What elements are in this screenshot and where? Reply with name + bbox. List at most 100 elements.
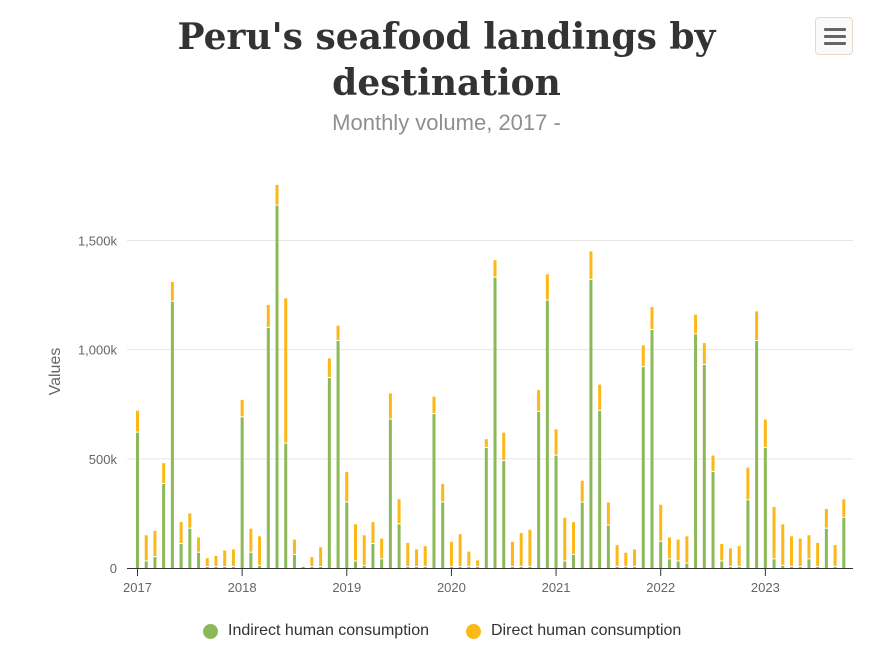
bar-indirect <box>266 327 270 568</box>
bar-indirect <box>781 565 785 568</box>
bar-indirect <box>833 566 837 568</box>
bar-direct <box>641 345 645 367</box>
bar-indirect <box>510 566 514 568</box>
bar-indirect <box>772 559 776 568</box>
bar-indirect <box>458 566 462 568</box>
bar-indirect <box>345 502 349 568</box>
bar-direct <box>406 542 410 566</box>
bar-direct <box>598 384 602 410</box>
bar-indirect <box>746 500 750 568</box>
bar-indirect <box>484 447 488 568</box>
bar-direct <box>737 546 741 566</box>
bar-direct <box>572 522 575 554</box>
bar-direct <box>144 535 148 561</box>
bar-indirect <box>188 528 192 568</box>
bar-direct <box>476 560 480 566</box>
bar-indirect <box>214 566 218 568</box>
y-tick-label: 1,000k <box>78 343 118 358</box>
bar-direct <box>179 522 183 543</box>
bar-indirect <box>397 524 401 568</box>
bar-indirect <box>763 447 767 568</box>
bar-indirect <box>790 566 793 568</box>
bar-indirect <box>563 561 567 568</box>
bar-indirect <box>545 300 549 568</box>
bar-direct <box>537 390 541 411</box>
bar-indirect <box>676 561 680 568</box>
bar-direct <box>563 517 567 561</box>
legend-item-indirect[interactable]: Indirect human consumption <box>203 622 429 640</box>
bar-indirect <box>589 279 593 568</box>
chart-menu-button[interactable] <box>815 17 853 55</box>
x-tick-label: 2018 <box>228 580 257 595</box>
bar-indirect <box>197 552 201 568</box>
bar-indirect <box>153 557 157 568</box>
bar-direct <box>449 541 453 566</box>
bar-direct <box>510 541 514 566</box>
bar-direct <box>336 325 340 340</box>
legend-dot-indirect <box>203 623 218 639</box>
bar-indirect <box>685 563 689 568</box>
bar-direct <box>345 471 349 502</box>
bar-direct <box>327 358 331 378</box>
bar-indirect <box>807 559 811 568</box>
bar-indirect <box>240 417 244 568</box>
legend-label-indirect: Indirect human consumption <box>228 622 429 639</box>
bar-direct <box>423 546 427 566</box>
legend-item-direct[interactable]: Direct human consumption <box>466 622 681 640</box>
bar-direct <box>790 536 793 566</box>
bar-direct <box>528 529 532 566</box>
bar-direct <box>136 410 139 432</box>
bar-indirect <box>284 443 288 568</box>
chart-subtitle: Monthly volume, 2017 - <box>332 110 561 135</box>
bar-indirect <box>711 471 715 568</box>
bar-direct <box>310 557 314 566</box>
bar-direct <box>197 537 201 552</box>
legend-label-direct: Direct human consumption <box>491 622 682 639</box>
bar-direct <box>676 539 680 561</box>
bar-indirect <box>179 543 183 568</box>
bar-indirect <box>606 525 610 568</box>
bar-indirect <box>842 517 846 568</box>
bar-direct <box>580 480 584 502</box>
bar-direct <box>685 536 689 563</box>
bar-indirect <box>449 566 453 568</box>
bar-direct <box>816 542 820 566</box>
hamburger-menu-icon <box>824 28 846 31</box>
bar-direct <box>589 251 593 279</box>
hamburger-menu-icon <box>824 42 846 45</box>
bar-indirect <box>720 561 724 568</box>
bar-direct <box>249 528 253 552</box>
bar-direct <box>205 558 209 566</box>
bar-indirect <box>737 566 741 568</box>
bar-direct <box>659 504 663 541</box>
bar-direct <box>397 499 401 524</box>
bar-indirect <box>144 561 148 568</box>
bar-direct <box>266 304 270 327</box>
bar-direct <box>606 502 610 525</box>
bar-direct <box>615 545 619 566</box>
bar-indirect <box>371 543 375 568</box>
bar-indirect <box>415 566 419 568</box>
bar-indirect <box>624 566 628 568</box>
bar-direct <box>728 548 732 566</box>
bar-direct <box>214 555 218 566</box>
bar-direct <box>170 281 174 301</box>
bar-direct <box>624 552 628 566</box>
bar-direct <box>284 298 288 443</box>
bar-direct <box>746 467 750 500</box>
bar-direct <box>319 547 323 566</box>
bar-indirect <box>162 483 166 568</box>
x-tick-label: 2022 <box>646 580 675 595</box>
bar-indirect <box>798 566 802 568</box>
bar-indirect <box>641 367 645 568</box>
bar-indirect <box>354 561 357 568</box>
bar-direct <box>458 534 462 566</box>
bar-direct <box>711 455 715 471</box>
bar-indirect <box>223 566 227 568</box>
bar-indirect <box>572 554 575 568</box>
bar-direct <box>380 538 384 559</box>
bar-indirect <box>528 566 532 568</box>
bar-indirect <box>502 461 506 568</box>
x-tick-label: 2019 <box>332 580 361 595</box>
bar-indirect <box>292 554 296 568</box>
